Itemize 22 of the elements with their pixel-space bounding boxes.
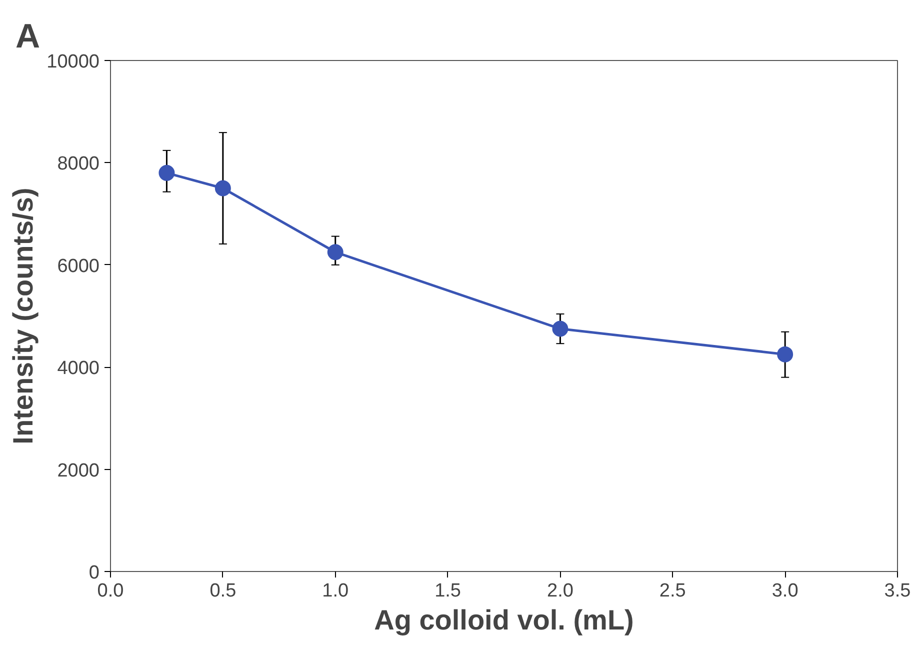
y-tick-label: 10000 bbox=[46, 52, 100, 72]
x-tick-label: 0.0 bbox=[97, 580, 124, 602]
x-tick-label: 0.5 bbox=[210, 580, 236, 602]
y-tick-label: 0 bbox=[88, 562, 100, 584]
point bbox=[158, 164, 175, 181]
y-tick-label: 2000 bbox=[57, 460, 100, 482]
x-tick-label: 3.0 bbox=[772, 580, 798, 602]
x-tick-label: 3.5 bbox=[884, 580, 911, 602]
x-axis-title: Ag colloid vol. (mL) bbox=[374, 604, 634, 636]
y-axis-title: Intensity (counts/s) bbox=[8, 188, 39, 444]
point bbox=[777, 346, 794, 362]
x-tick-label: 2.5 bbox=[659, 580, 686, 602]
point bbox=[552, 320, 568, 337]
y-tick-label: 6000 bbox=[57, 256, 100, 277]
y-tick-label: 8000 bbox=[57, 154, 100, 175]
point bbox=[214, 180, 231, 196]
chart-title: A bbox=[16, 18, 40, 56]
y-tick-label: 4000 bbox=[57, 358, 100, 380]
x-tick-label: 1.0 bbox=[322, 580, 349, 602]
x-tick-label: 1.5 bbox=[434, 580, 461, 602]
x-tick-label: 2.0 bbox=[547, 580, 574, 602]
point bbox=[327, 244, 344, 260]
